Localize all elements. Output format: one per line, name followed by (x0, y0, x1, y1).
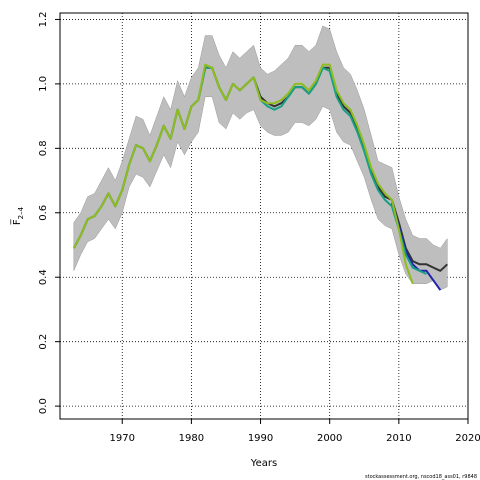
y-tick-label-3: 0.6 (38, 205, 49, 221)
x-tick-label-4: 2010 (386, 433, 411, 444)
x-tick-label-1: 1980 (179, 433, 204, 444)
x-axis: 1970 1980 1990 2000 2010 2020 (110, 419, 480, 444)
plot-frame (59, 12, 469, 420)
confidence-band-area (73, 25, 448, 291)
x-tick-label-3: 2000 (317, 433, 342, 444)
x-tick-label-0: 1970 (110, 433, 135, 444)
y-tick-label-6: 1.2 (38, 11, 49, 27)
confidence-band (73, 25, 448, 291)
x-tick-label-2: 1990 (248, 433, 273, 444)
x-tick-label-5: 2020 (455, 433, 480, 444)
footer-note: stockassessment.org, nscod18_ass01, r984… (365, 474, 477, 480)
y-tick-label-4: 0.8 (38, 140, 49, 156)
y-axis-label-subscript: 2–4 (17, 206, 25, 219)
x-axis-label: Years (250, 458, 277, 469)
y-axis: 0.0 0.2 0.4 0.6 0.8 1.0 1.2 (38, 11, 60, 414)
y-tick-label-5: 1.0 (38, 76, 49, 92)
y-tick-label-2: 0.4 (38, 269, 49, 285)
y-axis-label: F̅2–4 (10, 206, 25, 225)
y-axis-label-group: F̅2–4 (10, 206, 25, 225)
y-tick-label-1: 0.2 (38, 334, 49, 350)
y-axis-label-main: F̅ (10, 218, 23, 225)
y-tick-label-0: 0.0 (38, 398, 49, 414)
series-line-3 (72, 63, 414, 285)
series-lines (72, 63, 448, 291)
